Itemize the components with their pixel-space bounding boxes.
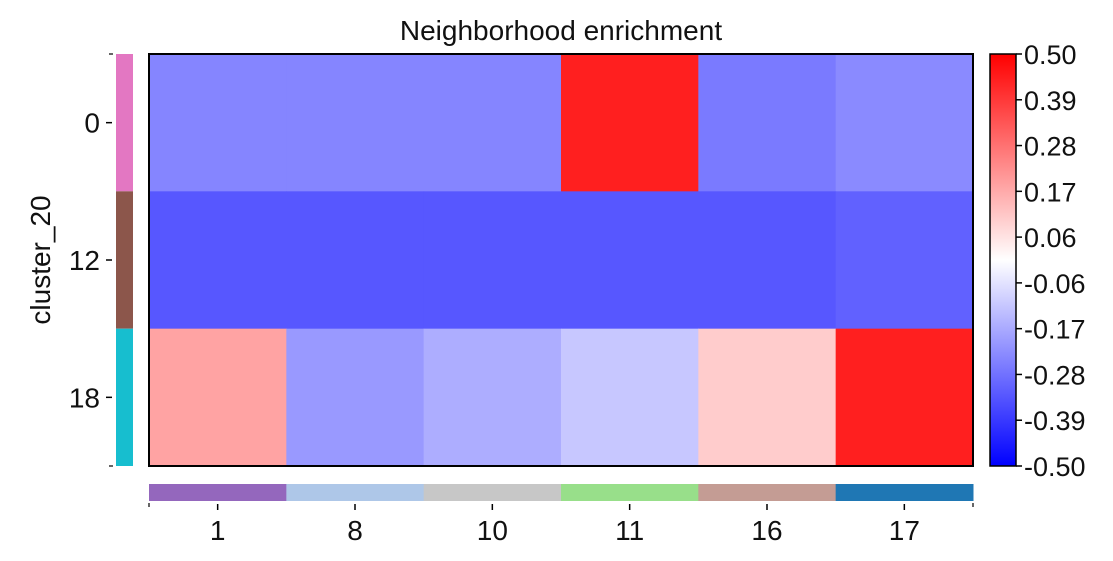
heatmap-cells <box>149 54 974 467</box>
heatmap-cell <box>698 328 837 467</box>
column-tick-label: 8 <box>347 515 363 546</box>
heatmap-cell <box>286 328 425 467</box>
colorbar-tick-label: 0.50 <box>1024 40 1077 70</box>
heatmap-cell <box>423 328 562 467</box>
heatmap-cell <box>423 191 562 330</box>
row-color-bar <box>116 191 133 329</box>
row-tick-label: 18 <box>69 382 100 413</box>
heatmap-cell <box>835 54 974 192</box>
column-color-bar <box>286 484 425 501</box>
column-tick-label: 11 <box>615 515 644 546</box>
heatmap-cell <box>561 328 699 467</box>
heatmap-cell <box>149 191 287 330</box>
row-tick-labels: 0 12 18 <box>69 53 113 467</box>
colorbar-tick-label: 0.17 <box>1024 177 1077 207</box>
heatmap-frame <box>148 53 974 467</box>
column-tick-label: 17 <box>889 515 920 546</box>
column-color-bar <box>149 484 287 501</box>
heatmap-cell <box>286 191 425 330</box>
column-tick-label: 16 <box>751 515 782 546</box>
column-color-bar <box>835 484 974 501</box>
column-tick-labels: 1 8 10 11 16 17 <box>148 503 974 546</box>
colorbar <box>989 53 1017 467</box>
colorbar-tick-label: -0.28 <box>1024 360 1086 390</box>
y-axis-label: cluster_20 <box>25 195 56 324</box>
heatmap-cell <box>561 191 699 330</box>
row-color-bars <box>116 54 133 466</box>
row-color-bar <box>116 54 133 192</box>
heatmap-cell <box>286 54 425 192</box>
colorbar-tick-label: 0.06 <box>1024 223 1077 253</box>
heatmap-cell <box>698 191 837 330</box>
heatmap-cell <box>835 328 974 467</box>
heatmap-cell <box>698 54 837 192</box>
colorbar-ticks: 0.50 0.39 0.28 0.17 0.06 -0.06 -0.17 -0.28 -0.39… <box>1016 40 1086 482</box>
colorbar-tick-label: -0.06 <box>1024 269 1086 299</box>
colorbar-tick-label: -0.39 <box>1024 406 1086 436</box>
heatmap-cell <box>149 328 287 467</box>
row-tick-label: 0 <box>84 108 100 139</box>
column-color-bar <box>698 484 837 501</box>
column-color-bar <box>423 484 562 501</box>
heatmap-cell <box>149 54 287 192</box>
chart-title: Neighborhood enrichment <box>400 15 722 46</box>
colorbar-tick-label: 0.39 <box>1024 86 1077 116</box>
colorbar-tick-label: -0.17 <box>1024 315 1086 345</box>
heatmap-cell <box>835 191 974 330</box>
row-color-bar <box>116 328 133 466</box>
colorbar-tick-label: 0.28 <box>1024 132 1077 162</box>
column-color-bars <box>149 484 974 501</box>
column-color-bar <box>561 484 699 501</box>
colorbar-tick-label: -0.50 <box>1024 452 1086 482</box>
column-tick-label: 10 <box>477 515 508 546</box>
column-tick-label: 1 <box>210 515 226 546</box>
row-tick-label: 12 <box>69 245 100 276</box>
heatmap-cell <box>423 54 562 192</box>
heatmap-cell <box>561 54 699 192</box>
